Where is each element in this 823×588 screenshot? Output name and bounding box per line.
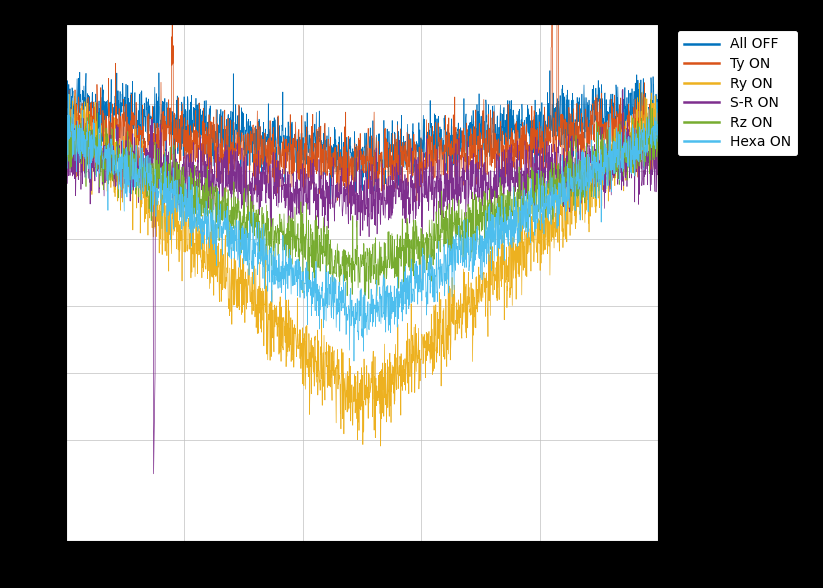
S-R ON (91, 151, 101, 158)
Rz ON (528, 167, 537, 174)
Hexa ON (636, 156, 646, 163)
All OFF (91, 103, 101, 110)
All OFF (528, 132, 537, 139)
Rz ON (349, 266, 359, 273)
Hexa ON (653, 119, 663, 126)
Ry ON (61, 86, 71, 93)
Line: Ry ON: Ry ON (66, 83, 658, 446)
All OFF (636, 135, 646, 142)
Ty ON (91, 143, 101, 150)
Ry ON (376, 443, 386, 450)
Ty ON (653, 112, 663, 119)
Ry ON (637, 145, 647, 152)
Ry ON (653, 115, 663, 122)
S-R ON (653, 192, 663, 199)
Ry ON (635, 79, 644, 86)
Ty ON (528, 125, 537, 132)
Hexa ON (91, 155, 101, 162)
Line: Rz ON: Rz ON (66, 100, 658, 299)
Ry ON (333, 360, 343, 367)
Ty ON (496, 201, 506, 208)
Ry ON (528, 229, 537, 236)
Rz ON (636, 115, 646, 122)
All OFF (653, 83, 663, 90)
Ty ON (636, 116, 646, 123)
Ty ON (61, 131, 71, 138)
Ry ON (91, 142, 101, 149)
Line: S-R ON: S-R ON (66, 89, 658, 474)
Rz ON (653, 191, 663, 198)
S-R ON (61, 153, 71, 160)
Rz ON (333, 247, 343, 254)
Ty ON (637, 139, 647, 146)
S-R ON (149, 470, 159, 477)
Hexa ON (350, 324, 360, 331)
Line: All OFF: All OFF (66, 71, 658, 199)
S-R ON (333, 193, 343, 201)
Rz ON (364, 295, 374, 302)
Rz ON (636, 143, 646, 151)
S-R ON (349, 174, 359, 181)
All OFF (325, 195, 335, 202)
Rz ON (646, 96, 656, 103)
Legend: All OFF, Ty ON, Ry ON, S-R ON, Rz ON, Hexa ON: All OFF, Ty ON, Ry ON, S-R ON, Rz ON, He… (677, 31, 798, 156)
All OFF (637, 89, 647, 96)
Hexa ON (64, 91, 74, 98)
S-R ON (618, 86, 628, 93)
Rz ON (61, 132, 71, 139)
Hexa ON (349, 358, 359, 365)
Hexa ON (637, 144, 647, 151)
All OFF (333, 139, 343, 146)
All OFF (61, 79, 71, 86)
All OFF (545, 67, 555, 74)
Rz ON (91, 172, 101, 179)
S-R ON (636, 139, 646, 146)
Ry ON (636, 134, 646, 141)
Ty ON (333, 141, 343, 148)
Line: Hexa ON: Hexa ON (66, 94, 658, 361)
S-R ON (528, 183, 537, 190)
Ty ON (349, 195, 359, 202)
Hexa ON (528, 201, 538, 208)
Ry ON (349, 398, 359, 405)
Line: Ty ON: Ty ON (66, 0, 658, 205)
Hexa ON (61, 132, 71, 139)
S-R ON (637, 182, 647, 189)
Hexa ON (333, 283, 343, 290)
All OFF (349, 183, 359, 191)
